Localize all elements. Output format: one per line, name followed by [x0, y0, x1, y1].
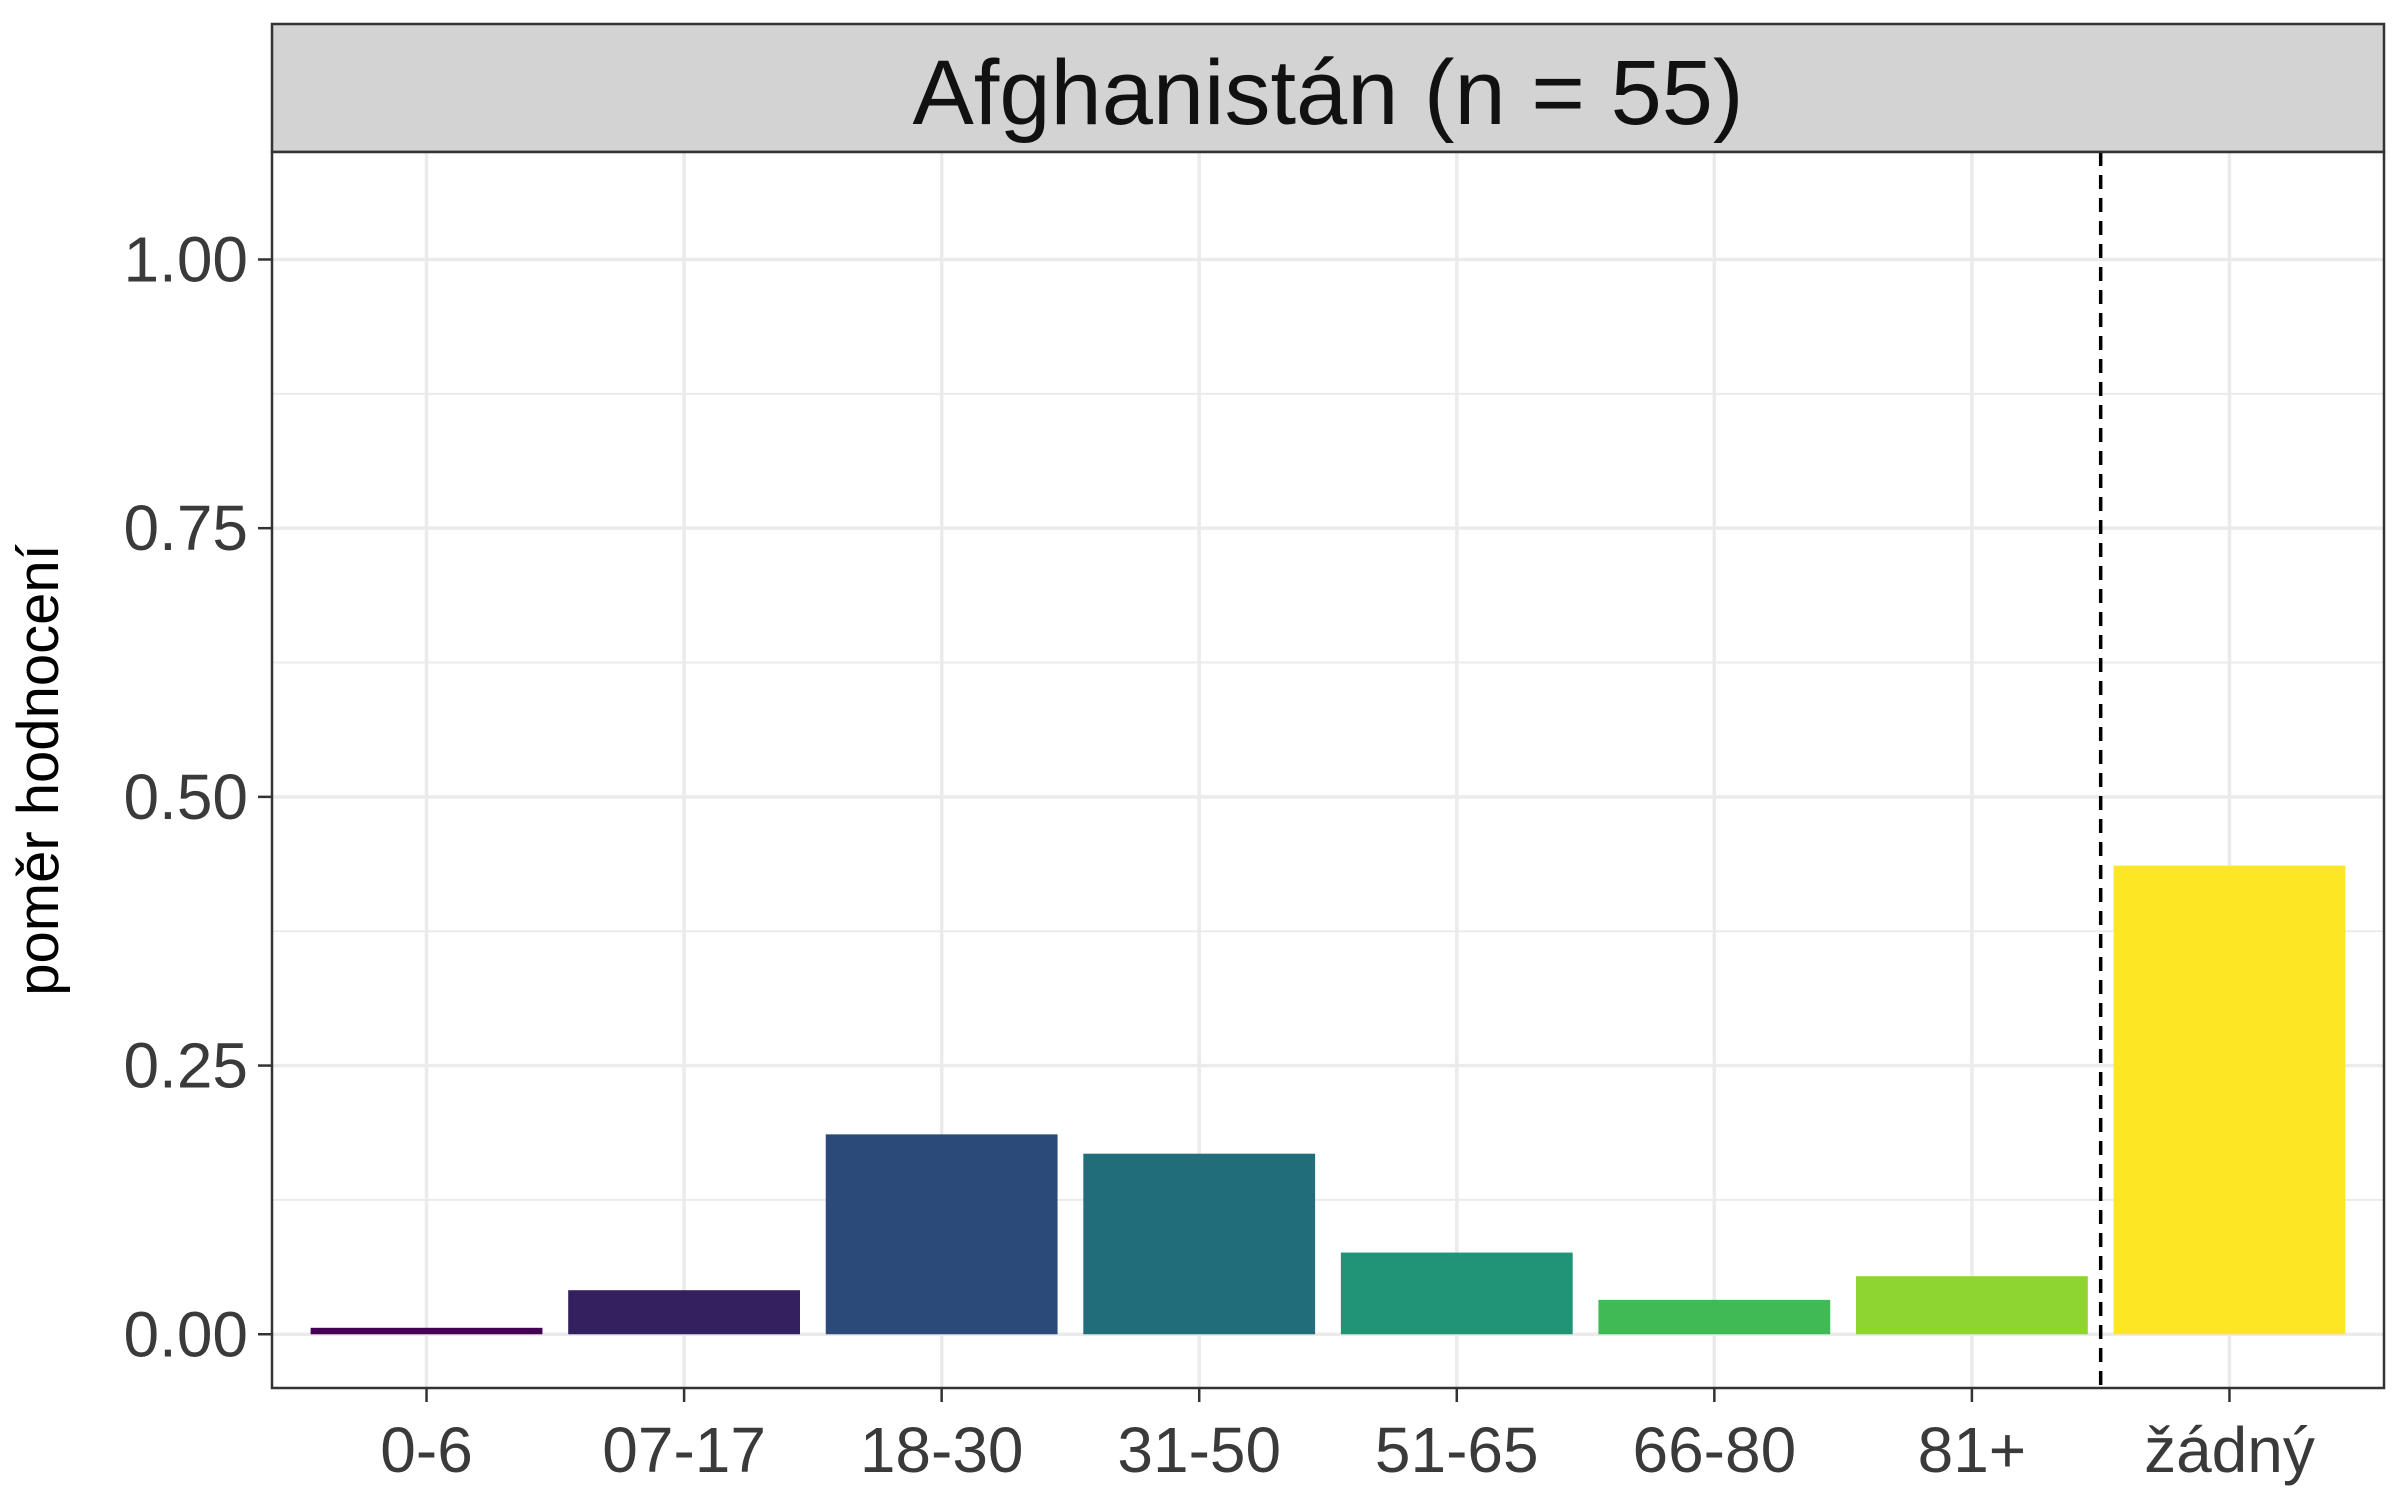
y-tick-label: 0.75	[123, 492, 248, 564]
y-axis: 0.00 0.25 0.50 0.75 1.00	[123, 223, 272, 1370]
x-tick-label: 81+	[1918, 1414, 2027, 1486]
y-axis-label: poměr hodnocení	[6, 544, 71, 995]
y-tick-label: 0.25	[123, 1030, 248, 1102]
x-tick-label: 07-17	[602, 1414, 766, 1486]
y-tick-label: 0.00	[123, 1298, 248, 1370]
x-tick-label: žádný	[2144, 1414, 2315, 1486]
bar-18-30	[825, 1134, 1058, 1335]
plot-frame	[270, 150, 2386, 1390]
bar-31-50	[1083, 1153, 1316, 1335]
bar-žádný	[2113, 865, 2346, 1335]
bar-51-65	[1340, 1252, 1573, 1335]
bar-66-80	[1598, 1299, 1831, 1335]
bar-81+	[1856, 1276, 2088, 1335]
facet-strip	[270, 22, 2386, 154]
x-tick-label: 31-50	[1117, 1414, 1281, 1486]
grid-minor	[272, 392, 2384, 1201]
x-tick-label: 66-80	[1632, 1414, 1796, 1486]
y-tick-label: 1.00	[123, 223, 248, 295]
x-tick-label: 18-30	[860, 1414, 1024, 1486]
x-tick-label: 51-65	[1375, 1414, 1539, 1486]
facet-title: Afghanistán (n = 55)	[912, 42, 1743, 144]
bar-07-17	[568, 1290, 800, 1335]
grid-major	[272, 152, 2384, 1388]
x-axis: 0-6 07-17 18-30 31-50 51-65 66-80 81+ žádný	[380, 1388, 2315, 1486]
bars	[310, 865, 2346, 1335]
x-tick-label: 0-6	[380, 1414, 473, 1486]
bar-0-6	[310, 1327, 543, 1335]
y-tick-label: 0.50	[123, 761, 248, 833]
plot-panel	[272, 152, 2384, 1388]
